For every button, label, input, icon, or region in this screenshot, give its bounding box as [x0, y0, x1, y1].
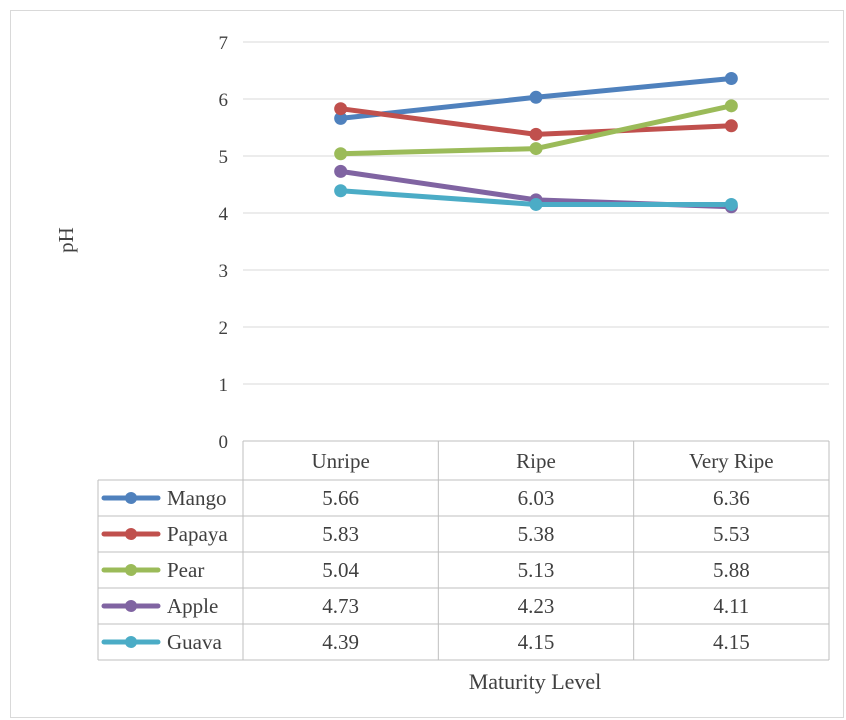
table-value: 4.15 — [713, 630, 750, 654]
y-tick-label: 0 — [219, 432, 229, 453]
legend-key-marker — [125, 636, 137, 648]
data-point — [724, 99, 738, 113]
data-point — [334, 102, 348, 116]
legend-series-name: Guava — [167, 630, 222, 654]
table-value: 5.13 — [518, 558, 555, 582]
y-tick-label: 3 — [219, 261, 229, 282]
table-value: 4.15 — [518, 630, 555, 654]
data-point — [334, 111, 348, 125]
data-table: Unripe Ripe Very Ripe Mango 5.66 6.03 6.36 Papa… — [97, 440, 830, 661]
category-label: Very Ripe — [689, 449, 774, 473]
data-point — [529, 142, 543, 156]
table-value: 6.03 — [518, 486, 555, 510]
category-label: Unripe — [312, 449, 370, 473]
table-value: 4.23 — [518, 594, 555, 618]
table-value: 4.11 — [713, 594, 749, 618]
y-tick-label: 7 — [219, 33, 229, 54]
y-tick-label: 2 — [219, 318, 229, 339]
y-tick-label: 1 — [219, 375, 229, 396]
table-value: 5.88 — [713, 558, 750, 582]
category-label: Ripe — [516, 449, 556, 473]
y-axis-label: pH — [54, 227, 78, 253]
legend-series-name: Mango — [167, 486, 227, 510]
x-axis-label: Maturity Level — [469, 669, 602, 694]
data-point — [724, 119, 738, 133]
table-value: 5.04 — [322, 558, 359, 582]
data-point — [529, 197, 543, 211]
data-point — [334, 164, 348, 178]
legend-key-marker — [125, 600, 137, 612]
legend-key-marker — [125, 492, 137, 504]
y-axis-tick-labels: 0 1 2 3 4 5 6 7 — [219, 33, 229, 453]
legend-key-marker — [125, 528, 137, 540]
data-point — [529, 90, 543, 104]
table-value: 5.83 — [322, 522, 359, 546]
table-value: 4.73 — [322, 594, 359, 618]
table-value: 5.66 — [322, 486, 359, 510]
y-tick-label: 5 — [219, 147, 229, 168]
legend-series-name: Papaya — [167, 522, 228, 546]
data-point — [334, 184, 348, 198]
legend-key-marker — [125, 564, 137, 576]
data-point — [529, 127, 543, 141]
legend-series-name: Apple — [167, 594, 218, 618]
series-points — [334, 71, 738, 214]
table-value: 4.39 — [322, 630, 359, 654]
data-point — [724, 71, 738, 85]
table-value: 5.38 — [518, 522, 555, 546]
y-tick-label: 6 — [219, 90, 229, 111]
y-tick-label: 4 — [219, 204, 229, 225]
legend-series-name: Pear — [167, 558, 204, 582]
data-point — [724, 197, 738, 211]
table-value: 5.53 — [713, 522, 750, 546]
table-value: 6.36 — [713, 486, 750, 510]
data-point — [334, 147, 348, 161]
